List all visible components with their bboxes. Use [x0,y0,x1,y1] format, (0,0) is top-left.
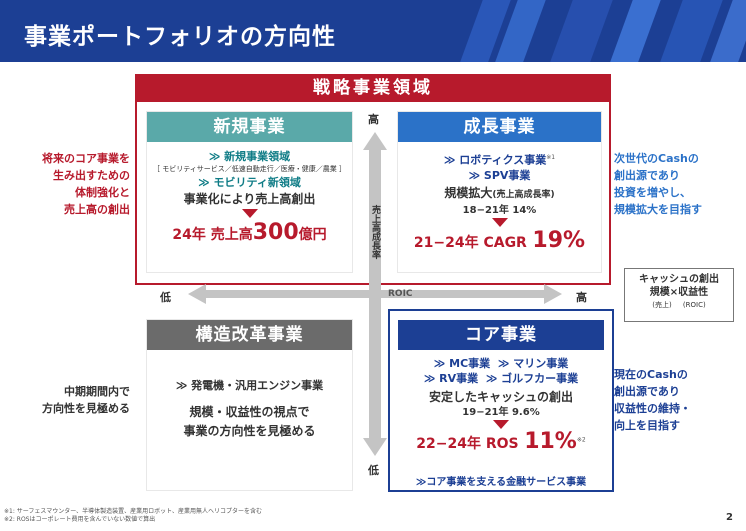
x-axis-high: 高 [576,291,587,304]
portfolio-axes [188,132,562,456]
core-business-target-prefix: 22−24年 ROS [416,436,519,452]
growth-business-scale-sub: (売上高成長率) [492,189,555,200]
core-business-target-value: 11% [524,429,577,454]
header-bar [0,0,746,62]
core-business-target: 22−24年 ROS 11%※2 [398,429,604,454]
x-axis-label: ROIC [388,289,413,299]
down-triangle-icon [493,420,509,429]
growth-business-target: 21−24年 CAGR 19% [398,228,601,253]
footnote-marker: ※1 [546,154,556,161]
new-business-header: 新規事業 [147,112,352,142]
growth-business-target-prefix: 21−24年 CAGR [413,234,527,251]
note-line: 創出源であり [614,385,680,398]
growth-business-box: 成長事業 ≫ ロボティクス事業※1 ≫ SPV事業 規模拡大(売上高成長率) 1… [398,112,601,272]
footnote-2: ※2: ROSはコーポレート費用を含んでいない数値で算出 [4,516,156,523]
core-business-row1: ≫ MC事業 ≫ マリン事業 [398,356,604,371]
core-business-mc: ≫ MC事業 [433,357,491,370]
legend-box: キャッシュの創出 規模×収益性 (売上) (ROIC) [624,268,734,322]
growth-business-history: 18−21年 14% [462,204,537,216]
core-business-statement: 安定したキャッシュの創出 [428,390,573,404]
note-line: 創出源であり [614,169,680,182]
new-business-domain: ≫ 新規事業領域 [208,150,291,163]
down-triangle-icon [491,217,508,227]
y-axis-high: 高 [368,113,379,126]
x-axis-low: 低 [160,291,171,304]
down-triangle-icon [241,209,258,218]
new-business-target: 24年 売上高300億円 [147,220,352,245]
new-business-statement: 事業化により売上高創出 [183,192,316,206]
core-business-rv: ≫ RV事業 [423,372,479,385]
growth-business-robotics: ≫ ロボティクス事業※1 [398,150,601,168]
restructure-business-item: ≫ 発電機・汎用エンジン事業 [175,379,324,392]
core-business-row2: ≫ RV事業 ≫ ゴルフカー事業 [398,371,604,386]
note-line: 収益性の維持・ [614,402,691,415]
x-axis-arrow [188,284,562,304]
note-line: 向上を目指す [614,419,680,432]
growth-business-spv: ≫ SPV事業 [468,168,531,182]
right-top-note: 次世代のCashの 創出源であり 投資を増やし、 規模拡大を目指す [614,150,702,218]
footnote-1: ※1: サーフェスマウンター、半導体製造装置、産業用ロボット、産業用無人ヘリコプ… [4,508,263,515]
core-business-box: コア事業 ≫ MC事業 ≫ マリン事業 ≫ RV事業 ≫ ゴルフカー事業 安定し… [398,320,604,470]
header-stripe [599,0,669,62]
footnote-marker: ※2 [576,436,586,444]
core-business-history: 19−21年 9.6% [462,407,540,418]
core-business-marine: ≫ マリン事業 [497,357,569,370]
restructure-business-header: 構造改革事業 [147,320,352,350]
legend-sales: (売上) [652,301,672,309]
note-line: 次世代のCashの [614,152,699,165]
legend-line2: 規模×収益性 [649,287,709,298]
growth-business-scale: 規模拡大(売上高成長率) [398,185,601,204]
note-line: 生み出すための [53,169,130,182]
y-axis-low: 低 [368,464,379,477]
legend-line1: キャッシュの創出 [639,274,719,285]
growth-business-target-value: 19% [532,227,586,253]
growth-business-header: 成長事業 [398,112,601,142]
note-line: 体制強化と [75,186,130,199]
legend-roic: (ROIC) [682,301,706,309]
new-business-target-unit: 億円 [298,227,327,243]
new-business-target-value: 300 [252,220,299,245]
left-top-note: 将来のコア事業を 生み出すための 体制強化と 売上高の創出 [22,150,130,218]
core-business-header: コア事業 [398,320,604,350]
core-business-frame [388,309,614,492]
page-title: 事業ポートフォリオの方向性 [24,24,336,50]
core-business-golfcar: ≫ ゴルフカー事業 [485,372,579,385]
new-business-target-prefix: 24年 売上高 [172,227,253,243]
new-business-mobility: ≫ モビリティ新領域 [198,176,301,189]
growth-business-scale-label: 規模拡大 [444,185,493,200]
y-axis-label: 売上高成長率 [370,205,380,259]
note-line: 方向性を見極める [42,402,130,415]
page-number: 2 [726,512,733,523]
strategic-domain-banner: 戦略事業領域 [135,74,611,102]
core-business-footer: ≫コア事業を支える金融サービス事業 [415,477,587,488]
right-bottom-note: 現在のCashの 創出源であり 収益性の維持・ 向上を目指す [614,366,691,434]
restructure-business-statement1: 規模・収益性の視点で [189,405,310,419]
legend-line3: (売上) (ROIC) [625,299,733,311]
note-line: 売上高の創出 [64,203,130,216]
note-line: 規模拡大を目指す [614,203,702,216]
new-business-box: 新規事業 ≫ 新規事業領域 ［ モビリティサービス／低速自動走行／医療・健康／農… [147,112,352,272]
note-line: 投資を増やし、 [614,186,691,199]
restructure-business-statement2: 事業の方向性を見極める [183,424,316,438]
header-stripe [539,0,621,62]
growth-business-robotics-label: ≫ ロボティクス事業 [443,153,547,167]
new-business-domain-list: ［ モビリティサービス／低速自動走行／医療・健康／農業 ］ [152,165,347,173]
note-line: 中期期間内で [64,385,130,398]
note-line: 将来のコア事業を [42,152,130,165]
restructure-business-box: 構造改革事業 ≫ 発電機・汎用エンジン事業 規模・収益性の視点で 事業の方向性を… [147,320,352,490]
note-line: 現在のCashの [614,368,688,381]
left-bottom-note: 中期期間内で 方向性を見極める [22,383,130,417]
